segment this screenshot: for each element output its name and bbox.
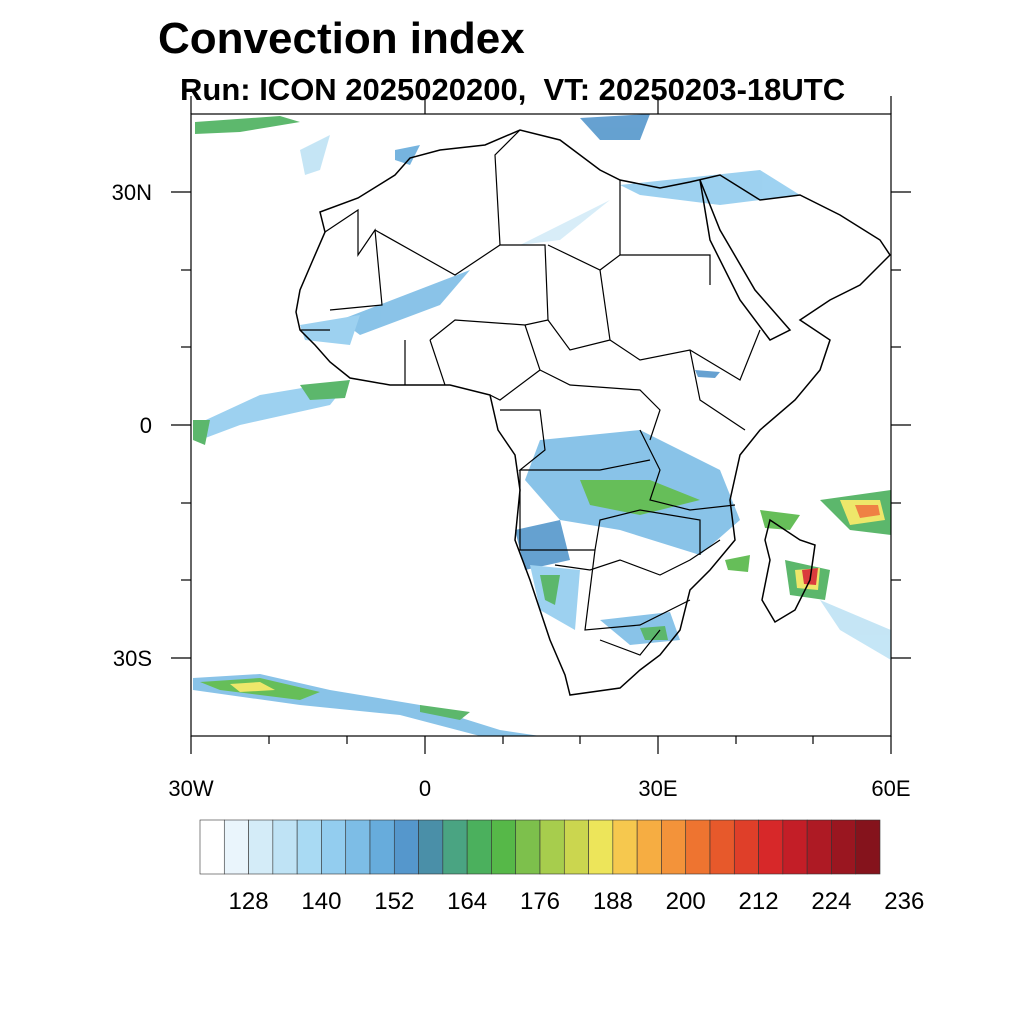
colorbar-swatch (831, 819, 857, 875)
x-tick-label-30e: 30E (638, 776, 678, 801)
colorbar-swatch (272, 819, 298, 875)
country-borders (300, 129, 761, 656)
colorbar-swatch (733, 819, 759, 875)
map-subtitle: Run: ICON 2025020200, VT: 20250203-18UTC (180, 72, 846, 107)
x-tick-label-60e: 60E (871, 776, 911, 801)
colorbar-swatch (491, 819, 517, 875)
colorbar-swatch (636, 819, 662, 875)
y-tick-label-0: 0 (139, 413, 152, 438)
colorbar-tick-label: 128 (228, 888, 269, 915)
colorbar-swatch (588, 819, 614, 875)
colorbar-swatch (199, 819, 225, 875)
colorbar-swatch (296, 819, 322, 875)
colorbar (199, 819, 881, 875)
y-tick-label-30n: 30N (111, 180, 152, 205)
colorbar-swatch (442, 819, 468, 875)
x-tick-label-0: 0 (418, 776, 432, 801)
colorbar-swatch (855, 819, 881, 875)
map-plot-area (191, 114, 891, 736)
colorbar-tick-label: 152 (374, 888, 415, 915)
colorbar-swatch (321, 819, 347, 875)
colorbar-swatch (248, 819, 274, 875)
colorbar-tick-label: 164 (447, 888, 488, 915)
colorbar-tick-label: 236 (884, 888, 925, 915)
colorbar-swatch (709, 819, 735, 875)
colorbar-tick-label: 212 (738, 888, 779, 915)
x-tick-label-30w: 30W (168, 776, 214, 801)
colorbar-swatch (466, 819, 492, 875)
colorbar-tick-label: 224 (811, 888, 852, 915)
colorbar-swatch (661, 819, 687, 875)
colorbar-swatch (782, 819, 808, 875)
colorbar-tick-label: 176 (519, 888, 561, 915)
colorbar-swatch (758, 819, 784, 875)
colorbar-swatch (806, 819, 832, 875)
colorbar-swatch (539, 819, 565, 875)
colorbar-swatch (345, 819, 371, 875)
colorbar-tick-label: 188 (592, 888, 633, 915)
colorbar-swatch (612, 819, 638, 875)
colorbar-swatch (393, 819, 419, 875)
colorbar-swatch (223, 819, 249, 875)
axis-ticks (171, 96, 911, 754)
colorbar-tick-label: 140 (301, 888, 342, 915)
coastlines (295, 129, 891, 696)
map-title: Convection index (158, 14, 525, 63)
y-tick-label-30s: 30S (112, 646, 152, 671)
colorbar-swatch (515, 819, 541, 875)
colorbar-swatch (418, 819, 444, 875)
colorbar-swatch (563, 819, 589, 875)
colorbar-swatch (685, 819, 711, 875)
colorbar-tick-label: 200 (665, 888, 706, 915)
colorbar-swatch (369, 819, 395, 875)
